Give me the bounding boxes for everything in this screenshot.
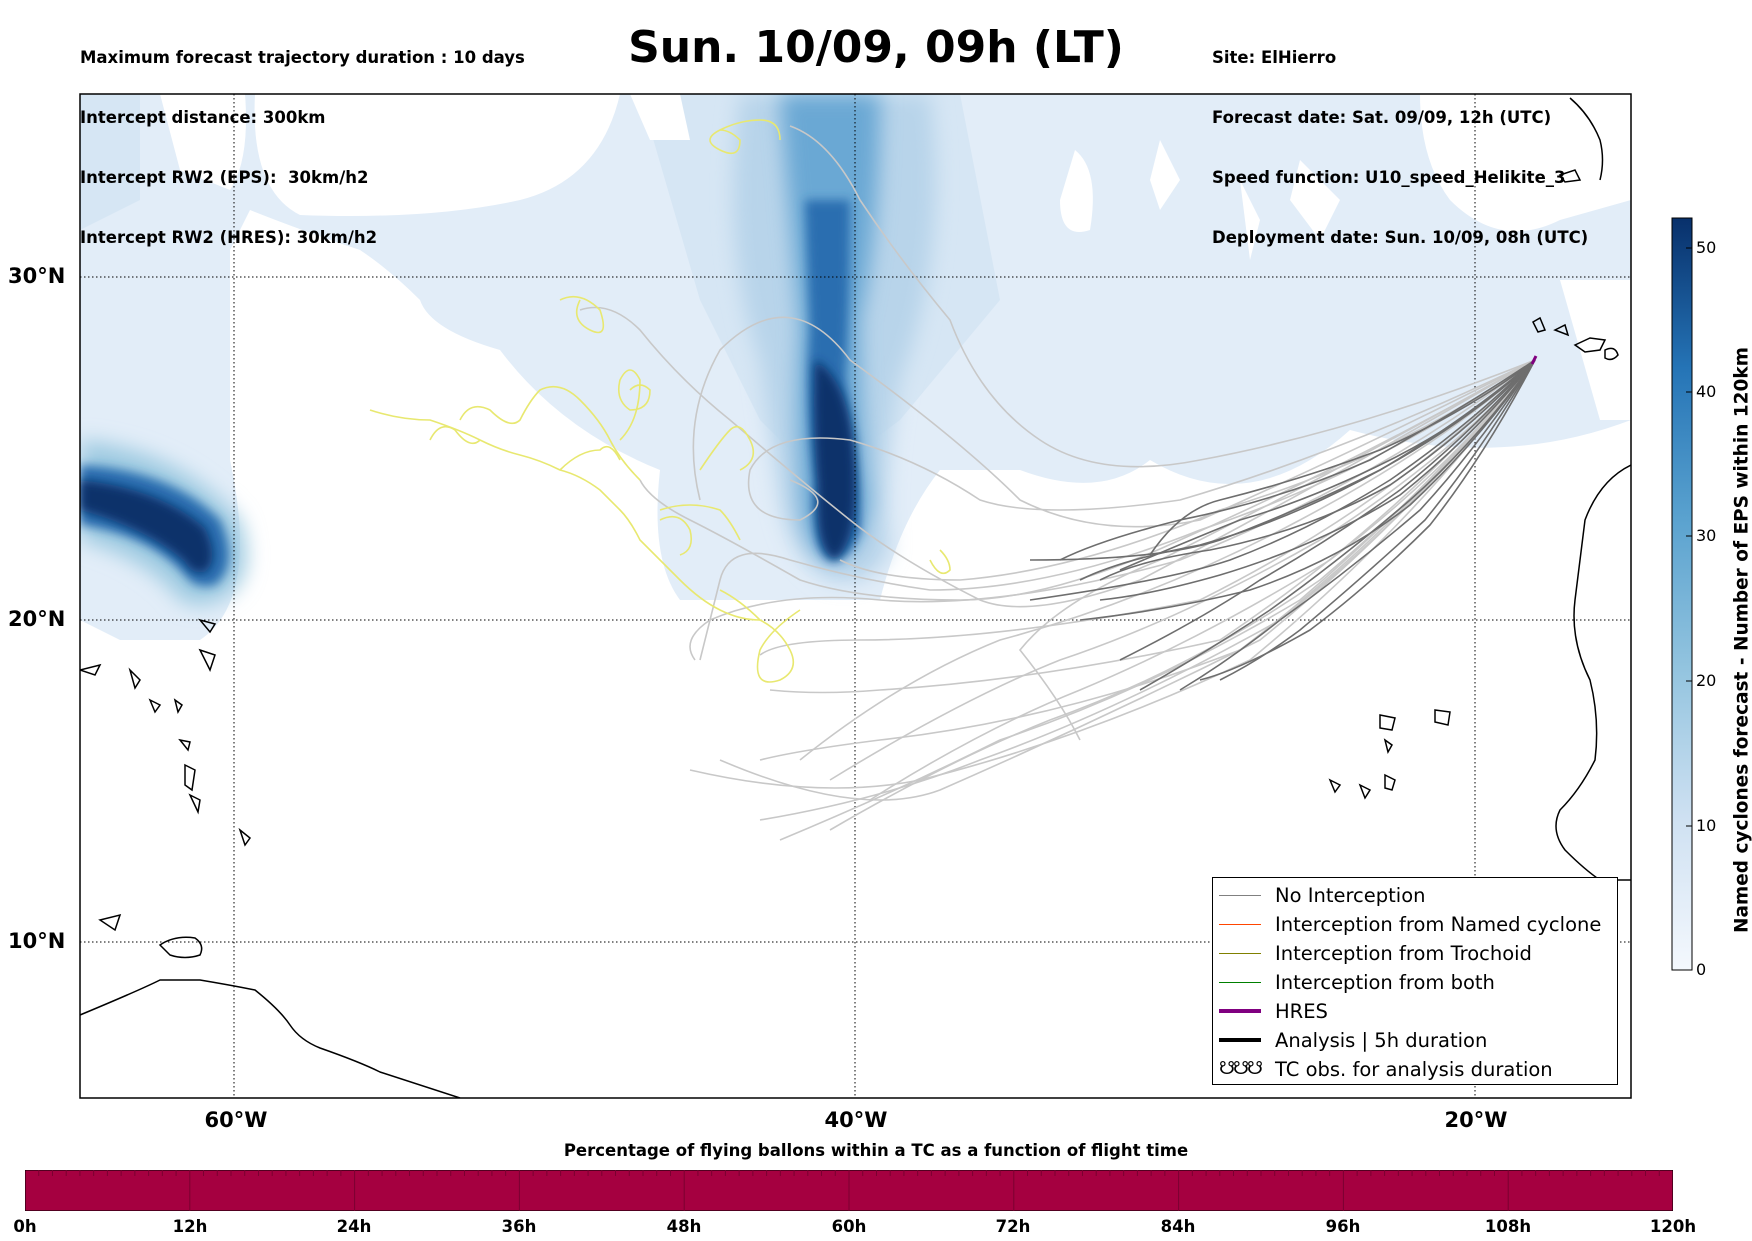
param-intercept-hres: Intercept RW2 (HRES): 30km/h2 [80,228,378,247]
legend-swatch [1219,894,1261,896]
time-tick-96h: 96h [1325,1217,1361,1236]
run-parameters: Maximum forecast trajectory duration : 1… [80,8,525,268]
time-bar [25,1170,1673,1211]
lon-label-20w: 20°W [1444,1108,1508,1132]
time-bar-title: Percentage of flying ballons within a TC… [563,1141,1189,1160]
colorbar-tick-0: 0 [1696,960,1707,979]
param-intercept-eps: Intercept RW2 (EPS): 30km/h2 [80,168,369,187]
info-deployment-date: Deployment date: Sun. 10/09, 08h (UTC) [1212,228,1589,247]
coastlines [80,97,1631,1098]
legend-item-named-cyclone: Interception from Named cyclone [1219,911,1601,937]
page-title: Sun. 10/09, 09h (LT) [628,22,1124,73]
colorbar [1671,217,1693,971]
time-tick-0h: 0h [13,1217,37,1236]
time-tick-60h: 60h [831,1217,867,1236]
legend-item-tc-obs: ☋☋☋ TC obs. for analysis duration [1219,1057,1553,1081]
legend-item-both: Interception from both [1219,969,1495,995]
lat-label-20n: 20°N [8,607,66,631]
info-speed-function: Speed function: U10_speed_Helikite_3 [1212,168,1566,187]
legend-item-trochoid: Interception from Trochoid [1219,940,1532,966]
legend-swatch [1219,1038,1261,1042]
legend-swatch [1219,923,1261,925]
info-site: Site: ElHierro [1212,48,1337,67]
legend-item-hres: HRES [1219,998,1328,1024]
time-tick-108h: 108h [1484,1217,1532,1236]
time-tick-48h: 48h [666,1217,702,1236]
lon-label-40w: 40°W [824,1108,888,1132]
legend-swatch [1219,952,1261,954]
hres-trajectory [1530,355,1538,365]
tc-symbol-icon: ☋☋☋ [1219,1058,1263,1079]
colorbar-ticks [1686,247,1692,827]
colorbar-tick-30: 30 [1696,526,1717,545]
time-tick-84h: 84h [1160,1217,1196,1236]
tc-tracks [369,119,951,683]
colorbar-title: Named cyclones forecast - Number of EPS … [1731,346,1752,934]
lat-label-10n: 10°N [8,929,66,953]
western-cyclone-blob [80,440,247,605]
colorbar-tick-20: 20 [1696,671,1717,690]
lat-label-30n: 30°N [8,264,66,288]
time-tick-12h: 12h [172,1217,208,1236]
forecast-info: Site: ElHierro Forecast date: Sat. 09/09… [1212,8,1588,268]
map-frame [79,93,1632,1099]
legend-swatch [1219,981,1261,983]
lon-label-60w: 60°W [204,1108,268,1132]
map-legend: No Interception Interception from Named … [1212,877,1618,1085]
param-duration: Maximum forecast trajectory duration : 1… [80,48,525,67]
time-tick-72h: 72h [995,1217,1031,1236]
legend-swatch [1219,1009,1261,1013]
time-tick-24h: 24h [336,1217,372,1236]
colorbar-tick-10: 10 [1696,816,1717,835]
colorbar-tick-50: 50 [1696,238,1717,257]
param-intercept-distance: Intercept distance: 300km [80,108,326,127]
info-forecast-date: Forecast date: Sat. 09/09, 12h (UTC) [1212,108,1552,127]
time-tick-120h: 120h [1649,1217,1697,1236]
time-tick-36h: 36h [501,1217,537,1236]
legend-item-analysis: Analysis | 5h duration [1219,1027,1487,1053]
legend-item-no-interception: No Interception [1219,882,1426,908]
trajectories-no-interception [1029,359,1536,691]
map-area [80,94,1631,1098]
colorbar-tick-40: 40 [1696,382,1717,401]
